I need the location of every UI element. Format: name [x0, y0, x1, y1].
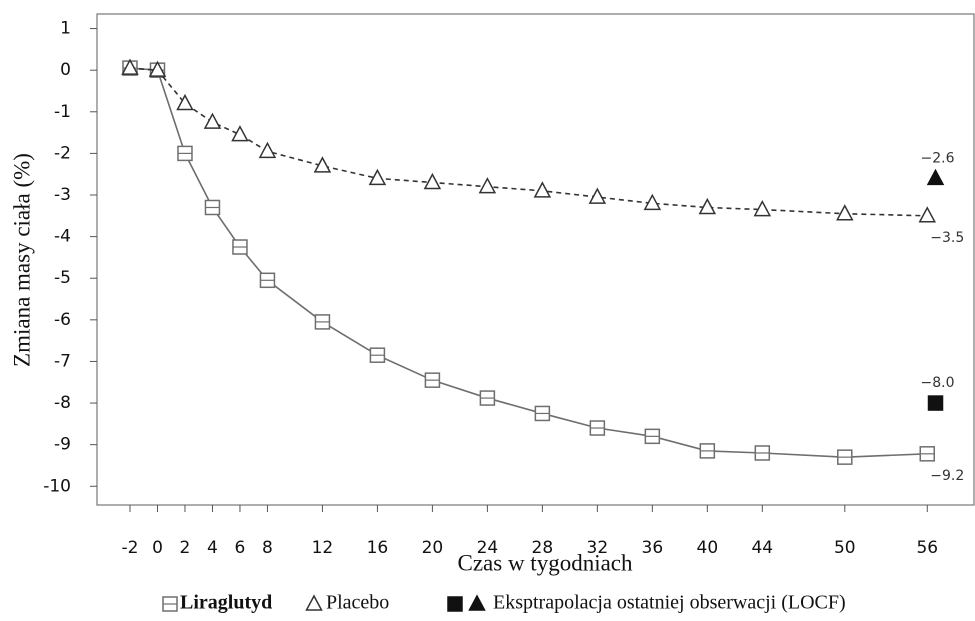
data-point [753, 199, 772, 217]
data-point [121, 58, 139, 75]
x-tick-label: 16 [367, 538, 389, 558]
data-point [589, 420, 606, 436]
locf-point [926, 168, 945, 186]
legend-marker [305, 594, 323, 611]
y-tick-label: -10 [43, 476, 71, 496]
value-label: −2.6 [921, 150, 955, 166]
y-tick-label: -4 [54, 227, 71, 247]
y-tick-label: -8 [54, 393, 71, 413]
locf-point [927, 395, 944, 411]
legend-marker [468, 594, 486, 611]
x-tick-label: 8 [262, 538, 273, 558]
y-tick-label: -9 [54, 435, 71, 455]
x-axis-label: Czas w tygodniach [457, 550, 633, 575]
value-label: −8.0 [921, 375, 955, 391]
y-tick-label: -5 [54, 268, 71, 288]
legend-marker [162, 596, 178, 612]
y-tick-label: 1 [60, 19, 71, 39]
data-point [424, 372, 441, 388]
y-tick-label: -3 [54, 185, 71, 205]
data-point [918, 206, 937, 223]
x-tick-label: -2 [122, 538, 139, 558]
x-tick-label: 40 [697, 538, 719, 558]
data-point [699, 443, 716, 459]
data-point [203, 112, 222, 129]
value-label: −9.2 [930, 468, 964, 484]
y-tick-label: -7 [54, 351, 71, 371]
legend-label: Eksptrapolacja ostatniej obserwacji (LOC… [493, 592, 846, 614]
plot-frame [96, 13, 975, 506]
x-tick-label: 4 [207, 538, 218, 558]
data-point [533, 181, 552, 198]
legend-label: Placebo [326, 592, 389, 614]
data-point [836, 204, 854, 221]
data-point [919, 446, 936, 462]
x-tick-label: 50 [834, 538, 856, 558]
x-tick-label: 12 [312, 538, 334, 558]
x-tick-label: 20 [422, 538, 444, 558]
data-point [148, 60, 167, 77]
x-tick-label: 44 [751, 538, 773, 558]
data-point [369, 347, 386, 363]
x-tick-label: 32 [587, 538, 609, 558]
data-point [313, 156, 332, 173]
data-point [232, 239, 248, 255]
y-tick-label: -6 [54, 310, 71, 330]
data-point [478, 177, 497, 194]
x-tick-label: 36 [642, 538, 664, 558]
x-tick-label: 6 [235, 538, 246, 558]
data-point [698, 197, 717, 215]
x-tick-label: 28 [532, 538, 554, 558]
data-point [534, 405, 551, 422]
data-point [204, 199, 221, 216]
x-tick-label: 24 [477, 538, 499, 558]
data-point [643, 193, 662, 211]
value-label: −3.5 [930, 230, 964, 246]
data-point [368, 168, 387, 186]
data-point [177, 145, 193, 162]
data-point [231, 125, 249, 142]
data-point [479, 390, 496, 406]
data-point [259, 272, 276, 289]
legend-label: Liraglutyd [180, 592, 272, 614]
x-tick-label: 56 [916, 538, 938, 558]
data-point [423, 172, 442, 190]
data-point [314, 314, 331, 330]
series-line [129, 67, 928, 217]
data-point [754, 445, 771, 461]
data-point [644, 428, 661, 445]
series-line [129, 67, 928, 458]
x-tick-label: 2 [180, 538, 191, 558]
y-tick-label: 0 [60, 60, 71, 80]
data-point [258, 141, 277, 159]
y-tick-label: -1 [54, 102, 71, 122]
legend-marker [447, 596, 463, 612]
data-point [837, 449, 853, 465]
x-tick-label: 0 [152, 538, 163, 558]
data-point [588, 187, 607, 204]
y-axis-label: Zmiana masy ciała (%) [9, 153, 34, 367]
data-point [176, 93, 194, 111]
y-tick-label: -2 [54, 143, 71, 163]
